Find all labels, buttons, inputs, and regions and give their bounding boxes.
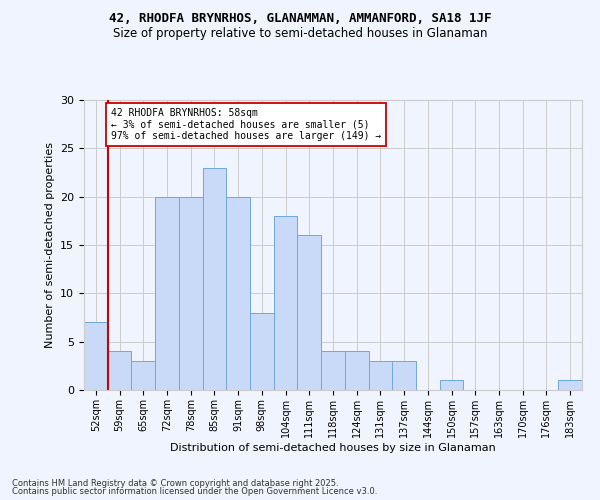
Bar — [558, 380, 582, 390]
Bar — [250, 312, 274, 390]
Bar — [155, 196, 179, 390]
Bar — [131, 361, 155, 390]
Bar — [226, 196, 250, 390]
Bar — [440, 380, 463, 390]
Bar — [368, 361, 392, 390]
Text: 42, RHODFA BRYNRHOS, GLANAMMAN, AMMANFORD, SA18 1JF: 42, RHODFA BRYNRHOS, GLANAMMAN, AMMANFOR… — [109, 12, 491, 26]
Bar — [84, 322, 108, 390]
X-axis label: Distribution of semi-detached houses by size in Glanaman: Distribution of semi-detached houses by … — [170, 442, 496, 452]
Bar — [274, 216, 298, 390]
Bar — [179, 196, 203, 390]
Bar — [321, 352, 345, 390]
Text: 42 RHODFA BRYNRHOS: 58sqm
← 3% of semi-detached houses are smaller (5)
97% of se: 42 RHODFA BRYNRHOS: 58sqm ← 3% of semi-d… — [110, 108, 381, 141]
Bar — [345, 352, 368, 390]
Bar — [203, 168, 226, 390]
Text: Contains public sector information licensed under the Open Government Licence v3: Contains public sector information licen… — [12, 488, 377, 496]
Bar — [392, 361, 416, 390]
Bar — [108, 352, 131, 390]
Y-axis label: Number of semi-detached properties: Number of semi-detached properties — [44, 142, 55, 348]
Text: Contains HM Land Registry data © Crown copyright and database right 2025.: Contains HM Land Registry data © Crown c… — [12, 478, 338, 488]
Text: Size of property relative to semi-detached houses in Glanaman: Size of property relative to semi-detach… — [113, 28, 487, 40]
Bar — [298, 236, 321, 390]
